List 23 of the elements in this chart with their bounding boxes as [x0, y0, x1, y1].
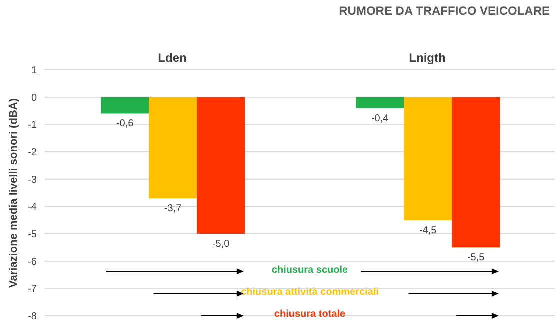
text: chiusura attività commerciali [240, 286, 380, 298]
x-tick-label: Lnigth [409, 51, 446, 65]
chart-title: RUMORE DA TRAFFICO VEICOLARE [339, 4, 550, 18]
y-tick-label: -7 [28, 284, 38, 296]
x-tick-label: Lden [158, 51, 187, 65]
data-label: -4,5 [419, 225, 438, 236]
y-tick-label: -8 [28, 312, 38, 323]
y-tick-label: -4 [28, 202, 38, 214]
data-label: -3,7 [164, 203, 182, 214]
y-tick-label: 1 [31, 66, 38, 77]
y-tick-label: -6 [28, 256, 38, 268]
y-tick-label: -3 [28, 174, 38, 186]
y-axis-title: Variazione media livelli sonori (dBA) [8, 98, 20, 288]
y-tick-label: -1 [28, 120, 38, 132]
y-tick-label: -2 [28, 148, 38, 159]
data-label: -0,4 [371, 113, 390, 124]
text: chiusura scuole [270, 264, 350, 276]
data-label: -5,0 [212, 239, 230, 250]
data-label: -5,5 [467, 252, 486, 264]
y-tick-label: -5 [28, 230, 38, 241]
data-label: -0,6 [116, 118, 134, 130]
text: chiusura totale [273, 309, 347, 320]
y-tick-label: 0 [31, 92, 38, 104]
